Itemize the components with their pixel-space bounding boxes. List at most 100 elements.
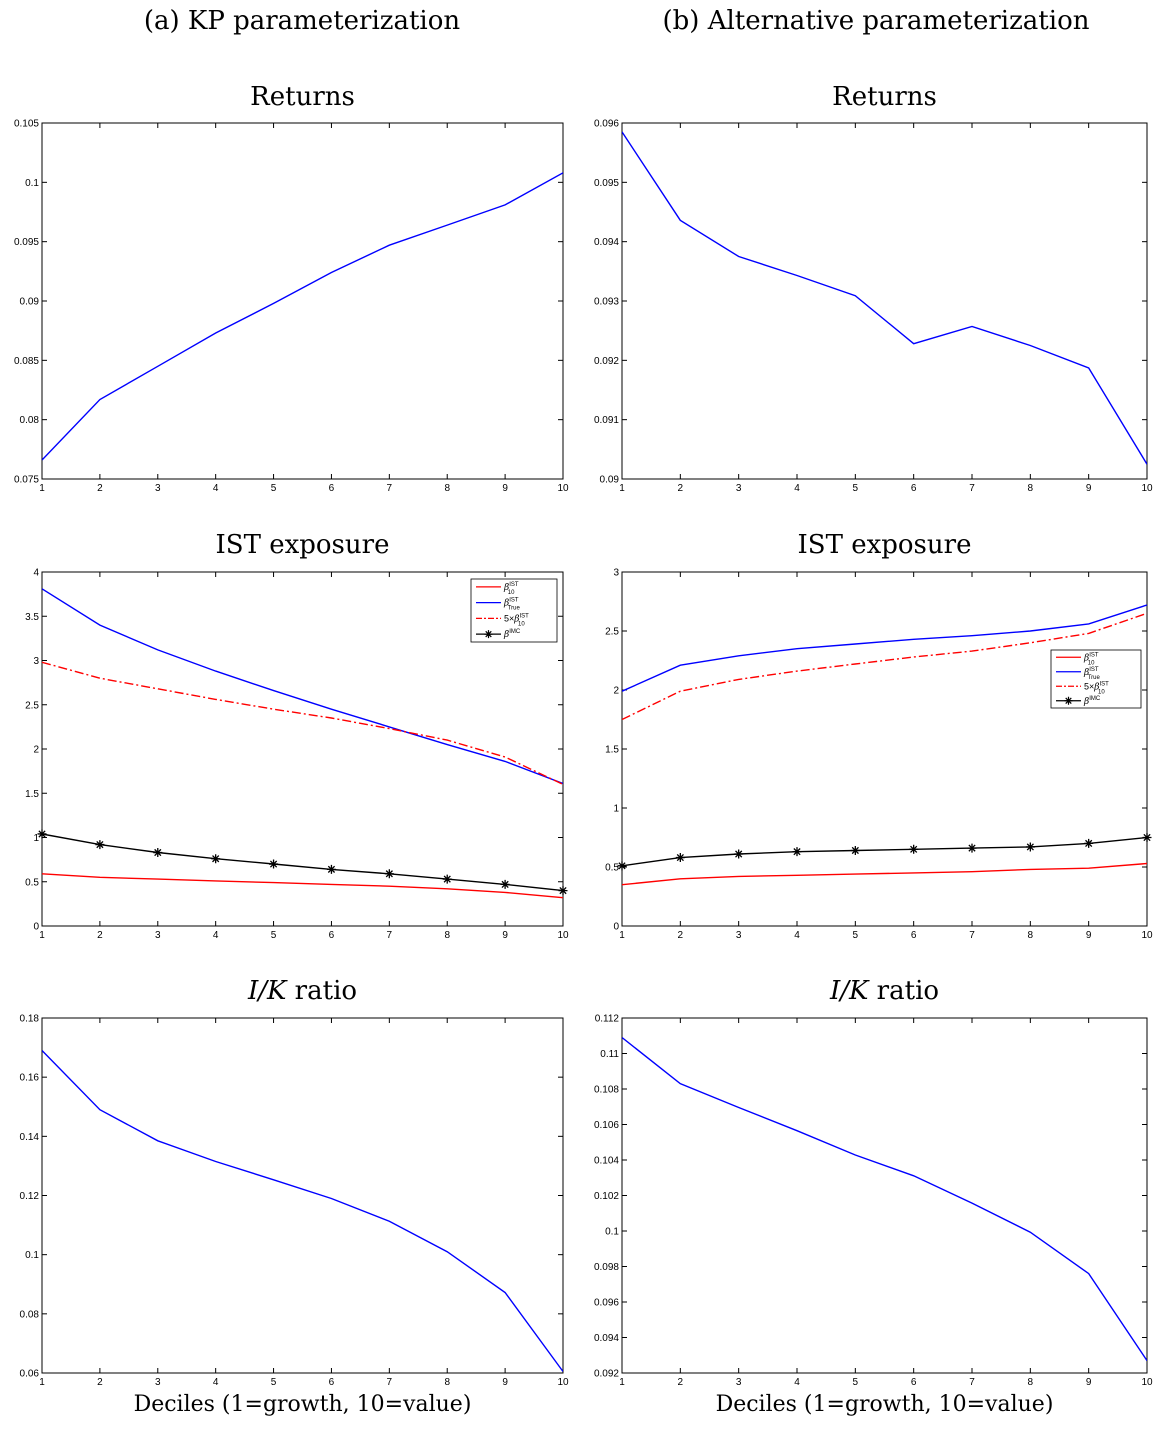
y-tick-label: 0.098 xyxy=(594,1262,619,1273)
y-tick-label: 0.08 xyxy=(20,415,40,426)
x-tick-label: 10 xyxy=(1141,930,1153,941)
y-tick-label: 1 xyxy=(33,833,39,844)
series-marker-imc xyxy=(850,845,860,855)
x-tick-label: 9 xyxy=(502,1377,508,1388)
legend-label-btrue: βIST True xyxy=(503,598,521,612)
y-tick-label: 0.16 xyxy=(20,1073,40,1084)
panel-title-ik-a: I/K ratio xyxy=(42,976,563,1006)
x-tick-label: 4 xyxy=(213,930,219,941)
x-tick-label: 7 xyxy=(969,1377,975,1388)
y-tick-label: 3 xyxy=(33,656,39,667)
x-tick-label: 8 xyxy=(444,483,450,494)
chart-returns_b: 1 2 3 4 5 6 7 8 9 10 0.09 0.091 0.092 0.093 0.094 0.095… xyxy=(594,119,1153,495)
x-tick-label: 10 xyxy=(557,1377,569,1388)
y-tick-label: 0.06 xyxy=(20,1369,40,1380)
chart-ik_b: 1 2 3 4 5 6 7 8 9 10 0.092 0.094 0.096 0.098 0.1 0.102 0… xyxy=(594,1014,1153,1389)
x-tick-label: 3 xyxy=(736,483,742,494)
y-tick-label: 0.093 xyxy=(594,297,619,308)
y-tick-label: 0.12 xyxy=(20,1191,40,1202)
plot-frame xyxy=(41,1017,564,1374)
legend-label-five: 5×βIST 10 xyxy=(504,613,529,627)
x-tick-label: 8 xyxy=(1028,483,1034,494)
panel-title-ik-a-suffix: ratio xyxy=(286,976,358,1006)
y-tick-label: 0.108 xyxy=(594,1085,619,1096)
y-tick-label: 3.5 xyxy=(25,612,39,623)
y-tick-label: 0.091 xyxy=(594,415,619,426)
x-tick-label: 9 xyxy=(1086,1377,1092,1388)
x-tick-label: 9 xyxy=(1086,483,1092,494)
panel-title-returns-b: Returns xyxy=(832,82,937,112)
series-line-imc xyxy=(42,833,563,892)
panel-title-ist-a: IST exposure xyxy=(215,530,390,560)
x-tick-label: 6 xyxy=(329,483,335,494)
y-tick-label: 0.092 xyxy=(594,1369,619,1380)
y-tick-label: 0.075 xyxy=(14,475,39,486)
y-tick-label: 3 xyxy=(613,568,619,579)
legend-label-b10: βIST 10 xyxy=(1083,652,1099,666)
chart-ik_a: 1 2 3 4 5 6 7 8 9 10 0.06 0.08 0.1 0.12 0.14 0.16 0.18 xyxy=(20,1014,569,1389)
x-tick-label: 2 xyxy=(97,930,103,941)
x-tick-label: 1 xyxy=(619,930,625,941)
x-tick-label: 10 xyxy=(1141,483,1153,494)
x-tick-label: 1 xyxy=(39,483,45,494)
x-tick-label: 8 xyxy=(1028,1377,1034,1388)
series-marker-imc xyxy=(1142,833,1152,842)
x-tick-label: 6 xyxy=(911,1377,917,1388)
chart-ist_a: 1 2 3 4 5 6 7 8 9 10 0 0.5 1 1.5 2 2.5 3 3.5 4 βIST 10 βIST Tr… xyxy=(25,568,569,942)
y-tick-label: 0.5 xyxy=(605,863,619,874)
series-marker-imc xyxy=(1025,842,1035,852)
series-line-btrue xyxy=(42,588,563,785)
x-tick-label: 9 xyxy=(1086,930,1092,941)
y-tick-label: 2 xyxy=(33,745,39,756)
x-tick-label: 2 xyxy=(97,483,103,494)
y-tick-label: 0 xyxy=(33,922,39,933)
series-line-ret xyxy=(42,172,563,461)
y-tick-label: 0.5 xyxy=(25,877,39,888)
legend-label-btrue: βIST True xyxy=(1083,667,1101,681)
x-tick-label: 7 xyxy=(969,483,975,494)
y-tick-label: 0.085 xyxy=(14,356,39,367)
x-tick-label: 6 xyxy=(329,930,335,941)
series-marker-imc xyxy=(909,844,919,854)
legend-box xyxy=(470,578,558,643)
x-tick-label: 3 xyxy=(155,1377,161,1388)
series-line-ret xyxy=(622,131,1147,465)
x-tick-label: 7 xyxy=(387,930,393,941)
y-tick-label: 0.096 xyxy=(594,1298,619,1309)
y-tick-label: 0.09 xyxy=(600,475,620,486)
x-caption-b: Deciles (1=growth, 10=value) xyxy=(715,1392,1054,1417)
x-tick-label: 9 xyxy=(502,483,508,494)
x-tick-label: 3 xyxy=(155,930,161,941)
legend-label-imc: βIMC xyxy=(503,629,521,640)
x-caption-a: Deciles (1=growth, 10=value) xyxy=(133,1392,472,1417)
series-marker-imc xyxy=(384,869,394,879)
series-line-ik xyxy=(42,1050,563,1372)
y-tick-label: 0 xyxy=(613,922,619,933)
x-tick-label: 4 xyxy=(213,1377,219,1388)
x-tick-label: 8 xyxy=(444,930,450,941)
y-tick-label: 0.096 xyxy=(594,119,619,130)
series-marker-imc xyxy=(153,848,163,858)
y-tick-label: 0.092 xyxy=(594,356,619,367)
y-tick-label: 1.5 xyxy=(25,789,39,800)
series-line-b10 xyxy=(42,873,563,899)
chart-returns_a: 1 2 3 4 5 6 7 8 9 10 0.075 0.08 0.085 0.09 0.095 0.1 0.1… xyxy=(14,119,569,495)
y-tick-label: 0.112 xyxy=(595,1014,620,1025)
panel-title-ik-b: I/K ratio xyxy=(622,976,1147,1006)
x-tick-label: 1 xyxy=(39,930,45,941)
x-tick-label: 1 xyxy=(619,483,625,494)
y-tick-label: 0.1 xyxy=(605,1227,619,1238)
panel-title-ik-b-italic: I/K xyxy=(829,976,869,1006)
y-tick-label: 0.14 xyxy=(20,1132,40,1143)
series-marker-imc xyxy=(500,879,510,889)
x-tick-label: 5 xyxy=(853,483,859,494)
y-tick-label: 0.08 xyxy=(20,1309,40,1320)
series-marker-imc xyxy=(792,847,802,857)
x-tick-label: 7 xyxy=(387,1377,393,1388)
y-tick-label: 0.105 xyxy=(14,119,39,130)
x-tick-label: 8 xyxy=(1028,930,1034,941)
y-tick-label: 0.1 xyxy=(25,1250,39,1261)
column-title-a: (a) KP parameterization xyxy=(143,6,461,36)
